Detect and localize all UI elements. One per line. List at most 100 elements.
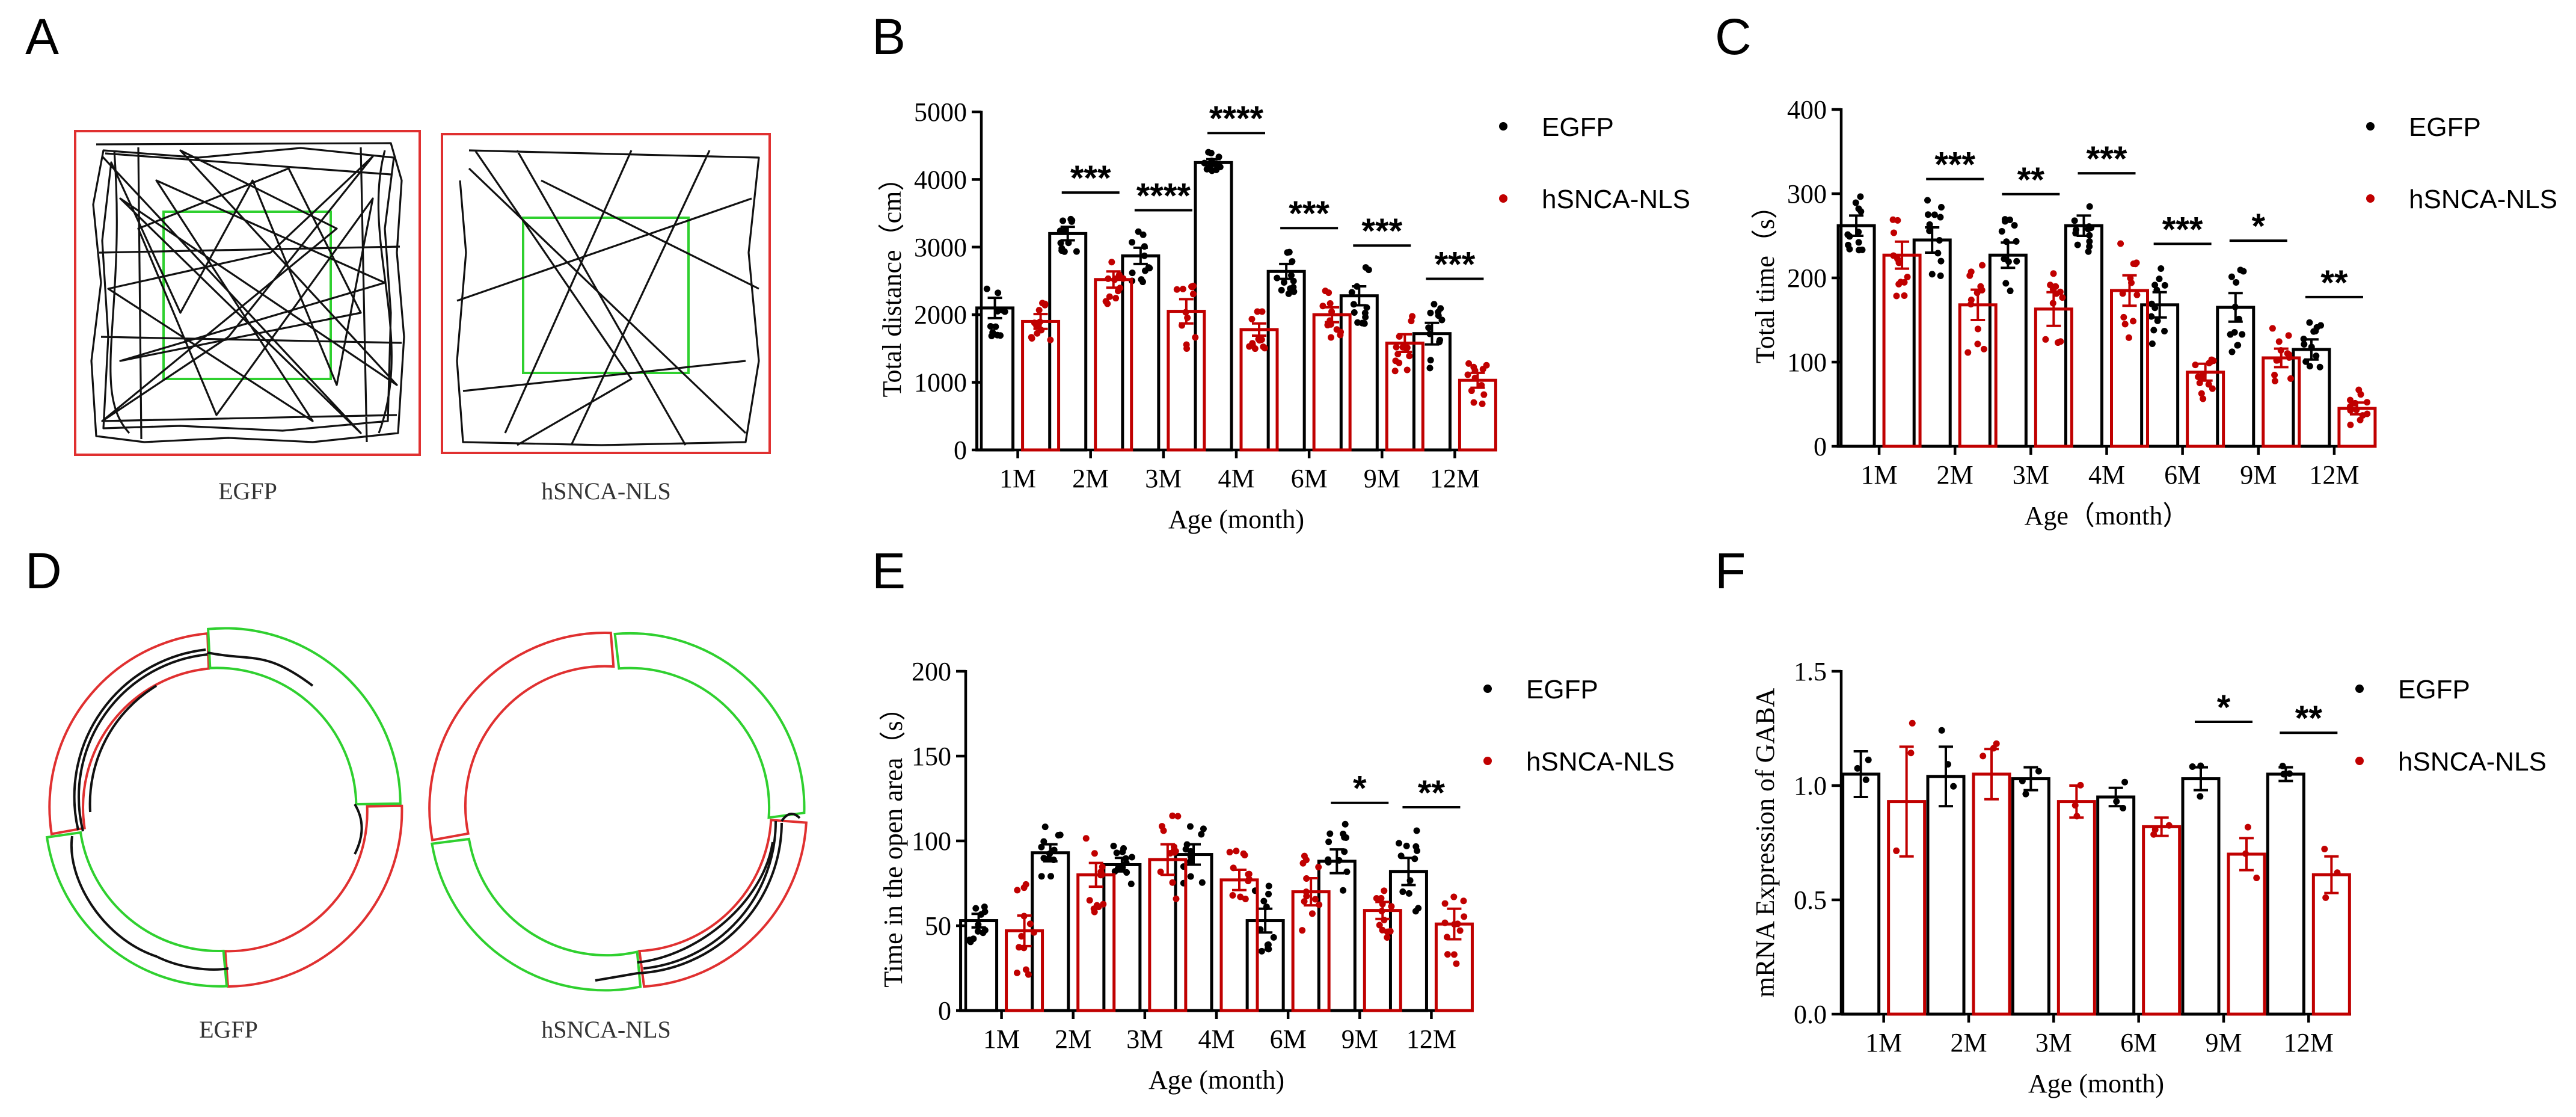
data-point (2121, 321, 2129, 328)
legend-marker-egfp (1483, 685, 1492, 693)
panel-letter-b: B (872, 8, 906, 65)
data-point (1363, 304, 1370, 311)
data-point (2086, 238, 2093, 245)
data-point (981, 903, 988, 911)
data-point (1348, 289, 1355, 296)
y-tick-label: 1.0 (1794, 771, 1827, 801)
x-tick-label: 6M (2120, 1028, 2157, 1057)
data-point (1046, 850, 1053, 857)
x-tick-label: 3M (2013, 460, 2049, 490)
x-tick-label: 1M (999, 464, 1036, 493)
data-point (1016, 944, 1023, 951)
data-point (1173, 286, 1180, 293)
legend-marker-egfp (1499, 122, 1507, 131)
data-point (1998, 228, 2005, 235)
data-point (1020, 884, 1028, 891)
open-arm-hsnca-1 (613, 632, 806, 819)
data-point (2195, 373, 2202, 380)
data-point (1127, 881, 1135, 888)
data-point (1865, 756, 1872, 763)
data-point (1413, 827, 1420, 834)
significance-label: ** (2017, 161, 2045, 200)
bar-hsnca (1076, 873, 1116, 1012)
bar-hsnca (1167, 310, 1206, 452)
panel-letter-a: A (25, 8, 59, 65)
data-point (2059, 294, 2066, 301)
data-point (2002, 280, 2010, 287)
y-axis-title: Time in the open area（s） (879, 694, 908, 987)
data-point (1169, 812, 1176, 819)
data-point (1408, 318, 1415, 325)
data-point (2049, 300, 2056, 307)
data-point (2127, 275, 2134, 282)
legend-label-hsnca: hSNCA-NLS (1526, 747, 1675, 777)
data-point (2277, 347, 2284, 354)
data-point (1265, 882, 1272, 890)
data-point (2321, 846, 2328, 853)
bar-hsnca (1972, 772, 2011, 1016)
x-tick-label: 12M (1406, 1024, 1456, 1054)
bar-egfp (2266, 772, 2305, 1016)
y-tick-label: 0 (1814, 432, 1827, 461)
data-point (1047, 873, 1055, 880)
data-point (2334, 869, 2341, 876)
data-point (1286, 248, 1293, 256)
data-point (2189, 763, 2196, 771)
x-tick-label: 6M (1270, 1024, 1307, 1054)
data-point (2117, 240, 2124, 247)
data-point (2073, 226, 2080, 233)
closed-arm-hsnca-1 (428, 632, 615, 842)
y-tick-label: 200 (1787, 263, 1827, 293)
data-point (1108, 259, 1115, 266)
data-point (972, 905, 980, 912)
data-point (1341, 848, 1348, 855)
data-point (2285, 332, 2292, 339)
data-point (1139, 278, 1146, 286)
data-point (1857, 193, 1864, 200)
data-point (2244, 823, 2251, 831)
data-point (1036, 318, 1043, 325)
data-point (1216, 164, 1224, 171)
y-tick-label: 2000 (914, 300, 967, 330)
data-point (1139, 231, 1147, 238)
chart-b: B 0 1000 2000 3000 4000 5000 1M 2M 3M 4M 6M 9M 12M Age… (872, 8, 1690, 534)
data-point (2007, 288, 2014, 295)
data-point (1855, 239, 1862, 246)
closed-arm-hsnca-2 (638, 819, 808, 988)
data-point (1319, 303, 1326, 310)
data-point (2003, 238, 2010, 245)
data-point (2077, 781, 2084, 789)
data-point (1102, 298, 1109, 305)
data-point (1172, 848, 1179, 855)
data-point (2148, 313, 2155, 320)
panel-letter-f: F (1715, 543, 1746, 599)
data-point (2133, 259, 2140, 266)
data-point (1862, 776, 1869, 783)
data-point (1328, 334, 1335, 341)
data-point (1112, 295, 1120, 302)
data-point (2364, 399, 2371, 406)
data-point (1249, 340, 1256, 347)
open-arm-egfp-2 (45, 831, 228, 988)
data-point (1435, 309, 1442, 316)
significance-label: *** (1934, 146, 1975, 185)
data-point (1926, 227, 1933, 235)
data-point (2054, 339, 2061, 346)
y-tick-label: 3000 (914, 233, 967, 262)
data-point (1993, 740, 2000, 747)
data-point (2308, 343, 2315, 351)
y-axis-title: mRNA Expression of GABA (1750, 688, 1780, 998)
data-point (1854, 765, 1861, 772)
bar-egfp (1926, 775, 1966, 1016)
bar-hsnca (2142, 825, 2182, 1016)
y-tick-label: 100 (1787, 348, 1827, 377)
data-point (2161, 282, 2168, 289)
data-point (2347, 421, 2354, 428)
track-path-egfp-d (70, 648, 363, 971)
data-point (1379, 926, 1386, 934)
chart-c: C 0 100 200 300 400 1M 2M 3M 4M 6M 9M 12M Age（month） T… (1715, 8, 2557, 531)
y-tick-label: 200 (912, 657, 951, 686)
data-point (1073, 248, 1080, 255)
x-tick-label: 2M (1937, 460, 1973, 490)
data-point (1924, 211, 1931, 218)
